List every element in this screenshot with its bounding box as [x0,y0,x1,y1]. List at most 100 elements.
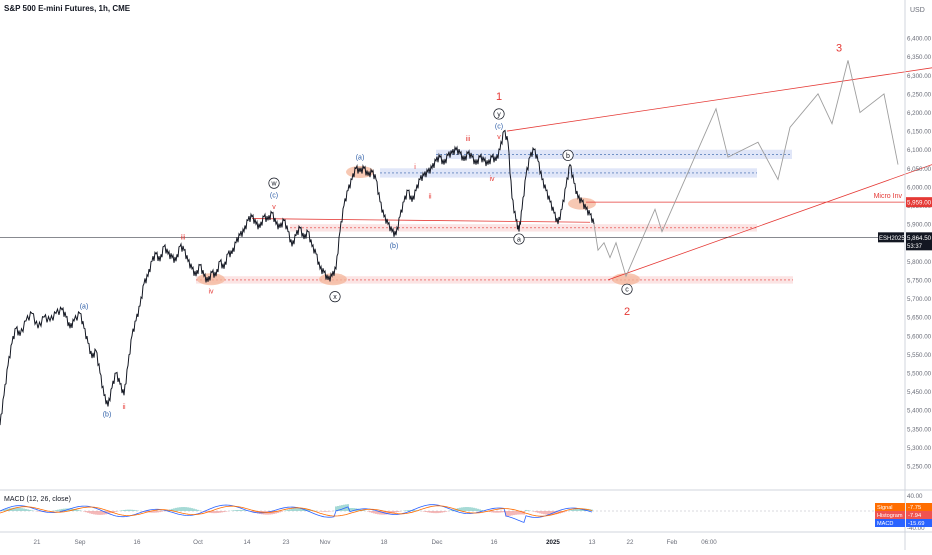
countdown-value: 53:37 [907,244,923,250]
wave-label: i [414,164,416,171]
wave-label-circle [513,233,525,245]
macd-badge-value-bg [906,511,932,519]
time-tick-label: 18 [381,539,388,546]
time-tick-label: 22 [627,539,634,546]
price-tick-label: 5,300.00 [907,445,932,452]
time-tick-label: Oct [193,539,203,546]
micro-inv-value: 5,959.00 [907,200,932,207]
wave-label: iii [466,136,471,143]
time-tick-label: 14 [244,539,251,546]
price-tick-label: 6,100.00 [907,147,932,154]
trend-line [506,67,932,132]
wave-label: 1 [496,91,502,103]
wave-label: b [566,153,570,160]
wave-label: 2 [624,306,630,318]
wave-label: c [625,287,629,294]
price-tick-label: 5,500.00 [907,370,932,377]
macd-badge-value: -7.94 [908,513,922,519]
wave-label: v [272,204,276,211]
wave-label: a [517,237,521,244]
trend-line [251,218,591,223]
wave-label: (b) [103,411,112,418]
wave-label: 3 [836,43,842,55]
pivot-highlight [319,273,347,286]
signal-line [0,505,593,517]
chart-title: S&P 500 E-mini Futures, 1h, CME [4,4,131,13]
price-tick-label: 6,200.00 [907,110,932,117]
wave-label: x [333,294,337,301]
wave-label: y [497,111,501,118]
symbol-badge [878,232,904,243]
macd-badge-label-bg [875,511,905,519]
price-tick-label: 5,450.00 [907,389,932,396]
macd-badge-label-bg [875,519,905,527]
wave-label: iv [489,176,495,183]
wave-label: w [270,181,277,188]
price-tick-label: 5,700.00 [907,296,932,303]
macd-title: MACD (12, 26, close) [4,496,71,503]
wave-label-circle [268,177,280,189]
time-tick-label: 16 [491,539,498,546]
price-tick-label: 6,350.00 [907,54,932,61]
wave-label-circle [562,149,574,161]
wave-label: (b) [390,243,399,250]
macd-badge-label: MACD [877,521,893,527]
price-tick-label: 6,400.00 [907,36,932,43]
price-tick-label: 6,300.00 [907,73,932,80]
time-tick-label: 16 [134,539,141,546]
time-tick-label: 13 [589,539,596,546]
price-tick-label: 5,350.00 [907,426,932,433]
wave-label: ii [122,404,126,411]
wave-label: iv [208,289,214,296]
time-tick-label: 06:00 [701,539,717,546]
wave-label-circle [493,108,505,120]
currency-label: USD [910,7,925,14]
macd-badge-value: -15.69 [908,521,924,527]
price-tick-label: 6,050.00 [907,166,932,173]
price-tick-label: 5,250.00 [907,464,932,471]
price-tick-label: 6,150.00 [907,129,932,136]
time-tick-label: 21 [34,539,41,546]
wave-label: ii [428,194,432,201]
pivot-highlight [568,197,596,210]
wave-label: (a) [356,155,365,162]
wave-label: (c) [495,124,503,131]
symbol-label: ESH2025 [879,236,905,242]
price-tick-label: 5,600.00 [907,333,932,340]
price-tick-label: 5,900.00 [907,222,932,229]
micro-inv-badge [906,197,932,208]
price-series-line [0,129,595,426]
time-tick-label: 2025 [546,539,560,546]
wave-label-circle [621,283,633,295]
last-price-badge [906,232,932,251]
projection-path [593,60,899,278]
time-tick-label: Nov [319,539,331,546]
price-tick-label: 5,400.00 [907,408,932,415]
time-tick-label: Dec [431,539,442,546]
macd-tick: -40.00 [907,525,925,532]
macd-tick: 40.00 [907,493,923,500]
wave-label: (c) [270,193,278,200]
micro-inv-label: Micro Inv [874,193,903,200]
wave-label: v [497,134,501,141]
price-tick-label: 5,550.00 [907,352,932,359]
price-tick-label: 5,750.00 [907,277,932,284]
time-tick-label: 23 [283,539,290,546]
price-tick-label: 5,800.00 [907,259,932,266]
time-tick-label: Feb [667,539,678,546]
time-tick-label: Sep [74,539,86,546]
price-tick-label: 6,250.00 [907,91,932,98]
wave-label: (a) [80,303,89,310]
macd-badge-label: Signal [877,505,893,511]
macd-badge-label-bg [875,503,905,511]
trend-line [607,164,932,281]
macd-badge-value: -7.75 [908,505,921,511]
wave-label: iii [181,235,186,242]
sr-zone [196,276,793,284]
wave-label-circle [329,291,341,303]
macd-badge-label: Histogram [877,513,903,519]
macd-badge-value-bg [906,519,932,527]
price-tick-label: 5,650.00 [907,315,932,322]
